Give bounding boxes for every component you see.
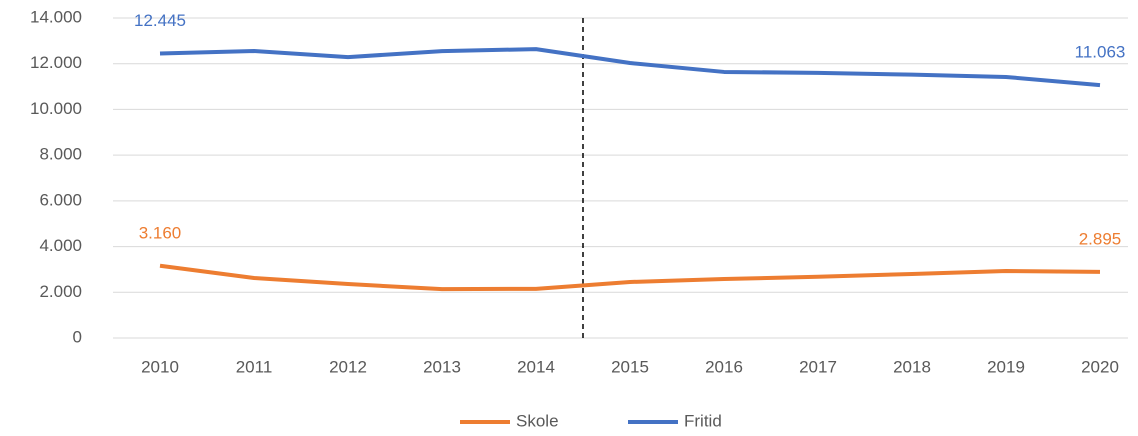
series-line: [159, 47, 1101, 88]
legend-label: Skole: [516, 411, 559, 430]
y-tick-label: 8.000: [39, 145, 82, 164]
data-label: 11.063: [1075, 43, 1126, 62]
y-tick-label: 10.000: [30, 99, 82, 118]
y-tick-label: 2.000: [39, 282, 82, 301]
data-label: 3.160: [139, 223, 182, 242]
x-tick-label: 2010: [141, 357, 179, 376]
x-tick-label: 2017: [799, 357, 837, 376]
x-tick-label: 2016: [705, 357, 743, 376]
x-tick-label: 2014: [517, 357, 555, 376]
x-tick-label: 2019: [987, 357, 1025, 376]
legend-label: Fritid: [684, 411, 722, 430]
y-tick-label: 0: [73, 327, 82, 346]
data-label: 12.445: [134, 11, 186, 30]
y-tick-label: 12.000: [30, 53, 82, 72]
y-tick-label: 14.000: [30, 7, 82, 26]
x-tick-label: 2012: [329, 357, 367, 376]
series-line: [159, 263, 1101, 292]
x-tick-label: 2013: [423, 357, 461, 376]
y-tick-label: 6.000: [39, 190, 82, 209]
x-tick-label: 2020: [1081, 357, 1119, 376]
x-tick-label: 2018: [893, 357, 931, 376]
data-label: 2.895: [1079, 229, 1122, 248]
x-tick-label: 2011: [236, 357, 273, 376]
y-tick-label: 4.000: [39, 236, 82, 255]
x-tick-label: 2015: [611, 357, 649, 376]
